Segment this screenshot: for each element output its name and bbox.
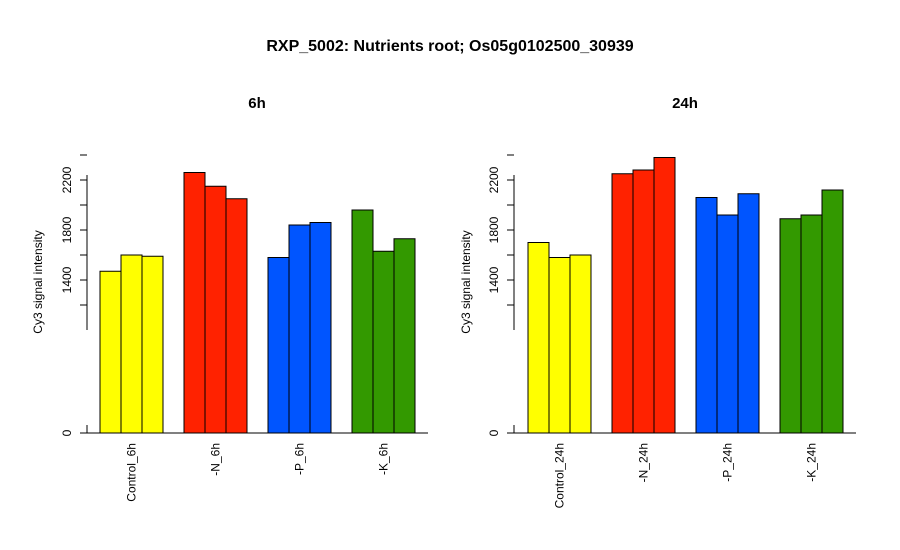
chart-panel-6h: 6h Cy3 signal intensity Control_6h -N_6h -P_… xyxy=(31,95,428,502)
y-tick-label: 2200 xyxy=(60,166,74,193)
bar--P_6h-2 xyxy=(288,224,311,434)
bar--N_24h-2 xyxy=(632,169,655,434)
y-tick-label: 1800 xyxy=(487,216,501,243)
bar--K_6h-3 xyxy=(393,238,416,434)
x-tick-label: -K_6h xyxy=(377,443,391,475)
y-tick-label: 0 xyxy=(487,429,501,436)
bar--K_24h-2 xyxy=(800,214,823,434)
y-tick-label: 0 xyxy=(60,429,74,436)
bar--N_24h-1 xyxy=(611,173,634,434)
x-tick-label: -N_6h xyxy=(209,443,223,476)
bar--N_6h-1 xyxy=(183,172,206,434)
y-axis-label: Cy3 signal intensity xyxy=(459,230,473,333)
y-tick-label: 1400 xyxy=(487,266,501,293)
bar--N_6h-2 xyxy=(204,185,227,434)
chart-title: 24h xyxy=(672,95,698,112)
bar--P_24h-2 xyxy=(716,214,739,434)
bar--K_24h-1 xyxy=(779,218,802,434)
bar-Control_24h-3 xyxy=(569,254,592,434)
y-tick-label: 1400 xyxy=(60,266,74,293)
bar--K_24h-3 xyxy=(821,189,844,434)
chart-title: 6h xyxy=(248,95,266,112)
bar-Control_6h-2 xyxy=(120,254,143,434)
bar-Control_24h-2 xyxy=(548,257,571,434)
figure-title: RXP_5002: Nutrients root; Os05g0102500_3… xyxy=(266,38,634,55)
y-tick-label: 1800 xyxy=(60,216,74,243)
x-tick-label: Control_24h xyxy=(553,443,567,508)
bar--K_6h-2 xyxy=(372,250,395,434)
bar--N_24h-3 xyxy=(653,157,676,434)
bar--P_6h-1 xyxy=(267,257,290,434)
bar--P_24h-3 xyxy=(737,193,760,434)
bar--K_6h-1 xyxy=(351,209,374,434)
y-axis-label: Cy3 signal intensity xyxy=(31,230,45,333)
bar--P_24h-1 xyxy=(695,197,718,434)
chart-panel-24h: 24h Cy3 signal intensity Control_24h -N_24h… xyxy=(459,95,856,508)
bar--N_6h-3 xyxy=(225,198,248,434)
bar-Control_24h-1 xyxy=(527,242,550,434)
bar-Control_6h-3 xyxy=(141,255,164,434)
x-tick-label: -N_24h xyxy=(637,443,651,482)
y-tick-label: 2200 xyxy=(487,166,501,193)
bar--P_6h-3 xyxy=(309,222,332,434)
x-tick-label: -P_24h xyxy=(721,443,735,482)
x-tick-label: -P_6h xyxy=(293,443,307,475)
x-tick-label: Control_6h xyxy=(125,443,139,502)
x-tick-label: -K_24h xyxy=(805,443,819,482)
bar-Control_6h-1 xyxy=(99,270,122,434)
